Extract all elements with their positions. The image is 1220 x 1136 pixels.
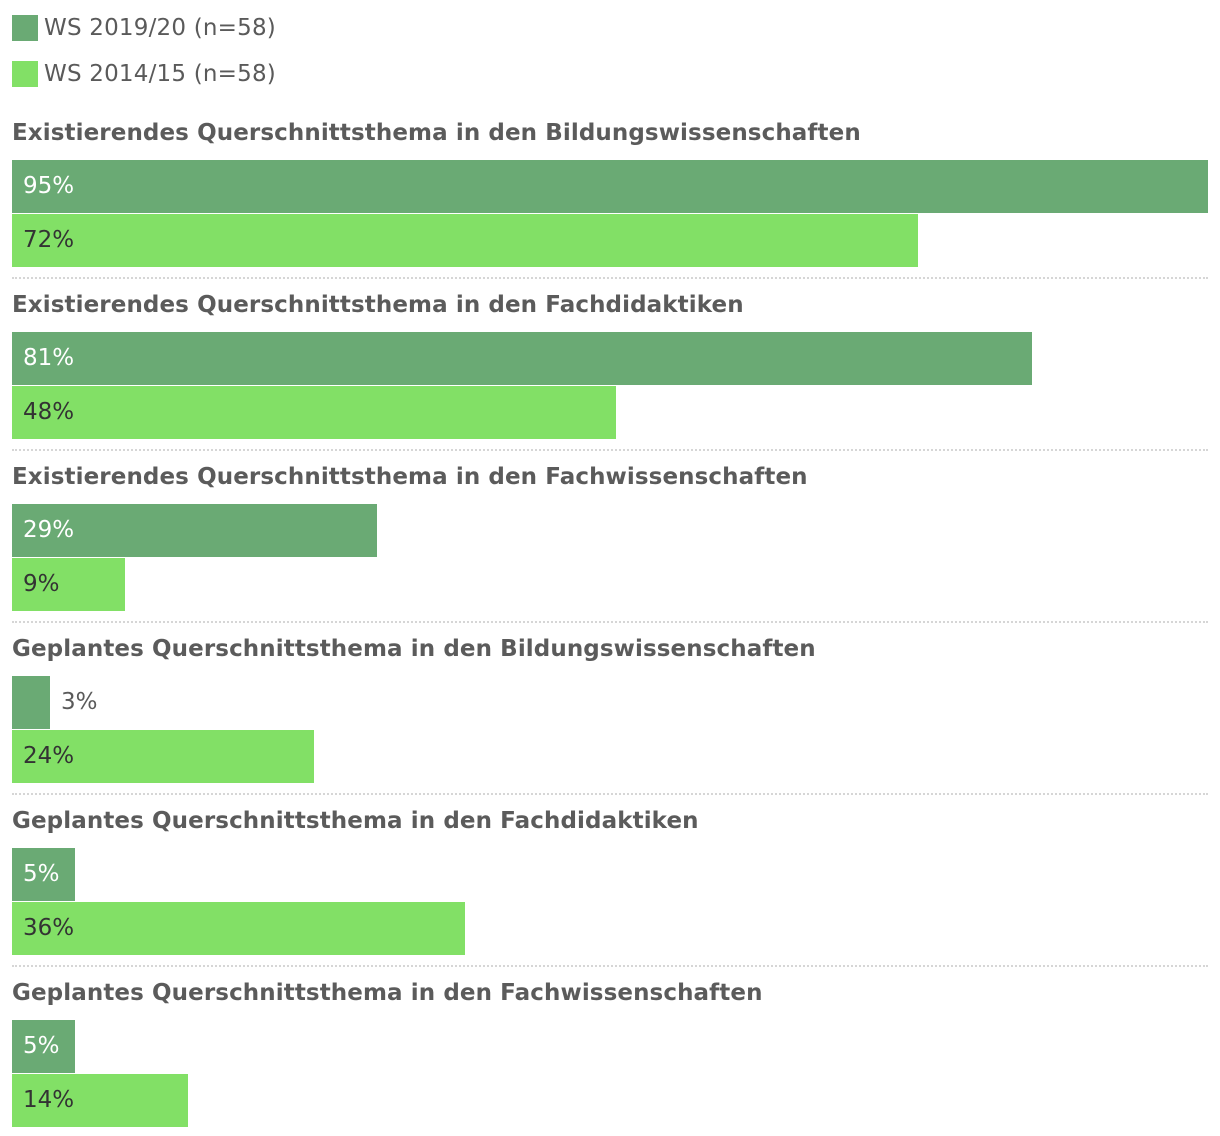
category-title: Existierendes Querschnittsthema in den F…	[12, 464, 808, 490]
group-divider	[12, 965, 1208, 967]
legend-label: WS 2019/20 (n=58)	[44, 15, 276, 41]
bar	[12, 730, 314, 783]
category-title: Geplantes Querschnittsthema in den Fachw…	[12, 980, 763, 1006]
category-title: Geplantes Querschnittsthema in den Fachd…	[12, 808, 699, 834]
bar-value-label: 81%	[23, 345, 75, 371]
legend-item: WS 2014/15 (n=58)	[12, 60, 276, 88]
bar	[12, 558, 125, 611]
legend-swatch	[12, 15, 38, 41]
category-title: Geplantes Querschnittsthema in den Bildu…	[12, 636, 816, 662]
bar	[12, 1074, 188, 1127]
category-title: Existierendes Querschnittsthema in den B…	[12, 120, 861, 146]
bar-value-label: 36%	[23, 915, 75, 941]
group-divider	[12, 793, 1208, 795]
group-divider	[12, 621, 1208, 623]
bar	[12, 332, 1032, 385]
bar-value-label: 14%	[23, 1087, 75, 1113]
bar-value-label: 95%	[23, 173, 75, 199]
bar	[12, 1020, 75, 1073]
legend-swatch	[12, 61, 38, 87]
bar-value-label: 5%	[23, 1033, 60, 1059]
bar	[12, 504, 377, 557]
bar-value-label: 48%	[23, 399, 75, 425]
bar-value-label: 24%	[23, 743, 75, 769]
bar-value-label: 9%	[23, 571, 60, 597]
bar-value-label: 72%	[23, 227, 75, 253]
bar-value-label: 5%	[23, 861, 60, 887]
legend-item: WS 2019/20 (n=58)	[12, 14, 276, 42]
bar-value-label: 29%	[23, 517, 75, 543]
bar-value-label: 3%	[61, 689, 98, 715]
legend-label: WS 2014/15 (n=58)	[44, 61, 276, 87]
bar	[12, 848, 75, 901]
bar	[12, 214, 918, 267]
bar	[12, 902, 465, 955]
bar	[12, 160, 1208, 213]
group-divider	[12, 449, 1208, 451]
bar	[12, 676, 50, 729]
category-title: Existierendes Querschnittsthema in den F…	[12, 292, 744, 318]
bar	[12, 386, 616, 439]
group-divider	[12, 277, 1208, 279]
